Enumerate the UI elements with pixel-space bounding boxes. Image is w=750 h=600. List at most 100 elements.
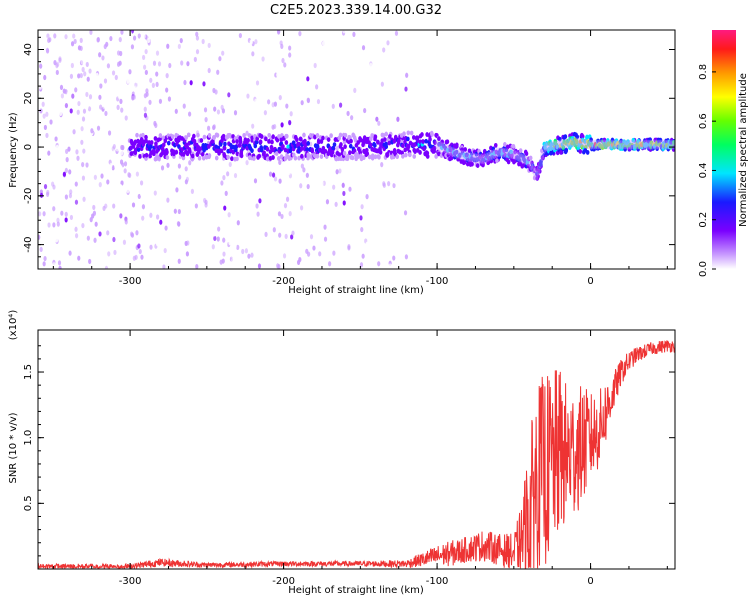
spectrogram-noise-cell [45, 191, 50, 198]
spectrogram-noise-cell [56, 61, 60, 67]
spectrogram-noise-cell [69, 108, 73, 114]
spectrogram-noise-cell [117, 93, 121, 99]
spectrogram-noise-cell [335, 96, 339, 102]
spectrogram-halo-cell [464, 151, 469, 162]
spectrogram-noise-cell [54, 248, 58, 254]
spectrogram-noise-cell [155, 241, 160, 247]
spectrogram-noise-cell [138, 248, 142, 255]
spectrogram-noise-cell [199, 45, 203, 52]
spectrogram-noise-cell [153, 94, 157, 100]
spectrogram-noise-cell [158, 98, 163, 104]
spectrogram-signal-cell [367, 154, 372, 160]
spectrogram-noise-cell [153, 174, 158, 181]
spectrogram-noise-cell [166, 197, 170, 203]
spectrogram-halo-cell [490, 149, 495, 160]
spectrogram-noise-cell [143, 112, 148, 118]
spectrogram-noise-cell [112, 203, 116, 209]
spectrogram-signal-cell [523, 158, 527, 164]
spectrogram-noise-cell [392, 60, 396, 66]
spectrogram-signal-cell [445, 139, 450, 145]
spectrogram-noise-cell [178, 174, 182, 180]
spectrogram-noise-cell [54, 201, 59, 207]
spectrogram-halo-cell [521, 154, 526, 165]
spectrogram-noise-cell [111, 44, 115, 50]
spectrogram-noise-cell [179, 37, 183, 44]
spectrogram-halo-cell [486, 151, 491, 162]
spectrogram-noise-cell [290, 234, 294, 240]
spectrogram-noise-cell [245, 160, 249, 166]
spectrogram-noise-cell [158, 235, 163, 241]
spectrogram-noise-cell [369, 201, 373, 208]
spectrogram-signal-cell [283, 156, 288, 162]
spectrogram-noise-cell [84, 178, 89, 184]
spectrogram-signal-cell [392, 138, 397, 144]
spectrogram-noise-cell [66, 142, 71, 148]
spectrogram-signal-cell [348, 150, 352, 156]
spectrogram-noise-cell [311, 160, 315, 166]
spectrogram-noise-cell [199, 239, 204, 246]
spectrogram-halo-cell [481, 154, 486, 165]
spectrogram-signal-cell [541, 155, 545, 161]
spectrogram-noise-cell [87, 115, 91, 121]
spectrogram-signal-cell [186, 132, 191, 138]
spectrogram-halo-cell [506, 148, 511, 159]
spectrogram-noise-cell [255, 64, 259, 71]
spectrogram-signal-cell [271, 155, 275, 160]
spectrogram-noise-cell [143, 64, 147, 70]
spectrogram-noise-cell [148, 99, 152, 105]
spectrogram-noise-cell [195, 31, 199, 37]
spectrogram-signal-cell [306, 140, 311, 146]
spectrogram-noise-cell [285, 196, 290, 202]
spectrogram-halo-cell [659, 139, 664, 150]
spectrogram-signal-cell [284, 133, 289, 139]
spectrogram-noise-cell [132, 156, 136, 162]
spectrogram-halo-cell [517, 152, 522, 163]
spectrogram-noise-cell [132, 255, 136, 261]
spectrogram-noise-cell [405, 72, 409, 78]
spectrogram-noise-cell [177, 43, 181, 50]
spectrogram-halo-cell [440, 142, 445, 153]
spectrogram-noise-cell [96, 125, 101, 131]
spectrogram-signal-cell [669, 139, 673, 145]
spectrogram-noise-cell [106, 179, 110, 185]
spectrogram-noise-cell [247, 253, 251, 259]
spectrogram-halo-cell [584, 138, 589, 149]
spectrogram-noise-cell [280, 213, 284, 220]
spectrogram-noise-cell [229, 256, 234, 262]
spectrogram-noise-cell [276, 72, 280, 78]
spectrogram-noise-cell [252, 36, 257, 42]
spectrogram-noise-cell [55, 69, 59, 76]
spectrogram-noise-cell [178, 213, 182, 219]
spectrogram-noise-cell [144, 69, 148, 76]
spectrogram-signal-cell [326, 137, 331, 143]
spectrogram-noise-cell [151, 220, 155, 226]
spectrogram-noise-cell [87, 210, 91, 216]
spectrogram-noise-cell [126, 187, 130, 194]
spectrogram-noise-cell [162, 264, 166, 269]
spectrogram-noise-cell [54, 136, 58, 142]
spectrogram-noise-cell [77, 189, 81, 195]
spectrogram-noise-cell [38, 234, 41, 240]
spectrogram-signal-cell [220, 138, 224, 144]
spectrogram-signal-cell [658, 137, 663, 143]
spectrogram-noise-cell [38, 211, 42, 217]
spectrogram-noise-cell [390, 159, 395, 165]
spectrogram-noise-cell [315, 127, 319, 133]
spectrogram-noise-cell [45, 111, 49, 117]
spectrogram-noise-cell [115, 40, 119, 46]
spectrogram-signal-cell [265, 146, 270, 152]
spectrogram-noise-cell [299, 131, 303, 137]
spectrogram-halo-cell [576, 137, 581, 148]
spectrogram-halo-cell [527, 156, 532, 167]
spectrogram-noise-cell [195, 264, 199, 269]
spectrogram-signal-cell [362, 148, 366, 154]
spectrogram-noise-cell [115, 146, 119, 152]
spectrogram-halo-cell [641, 139, 646, 150]
spectrogram-noise-cell [165, 73, 169, 79]
spectrogram-signal-cell [370, 155, 375, 161]
spectrogram-noise-cell [103, 78, 108, 84]
spectrogram-noise-cell [111, 49, 115, 55]
spectrogram-signal-cell [561, 145, 566, 150]
spectrogram-noise-cell [361, 253, 365, 259]
spectrogram-signal-cell [404, 152, 408, 158]
